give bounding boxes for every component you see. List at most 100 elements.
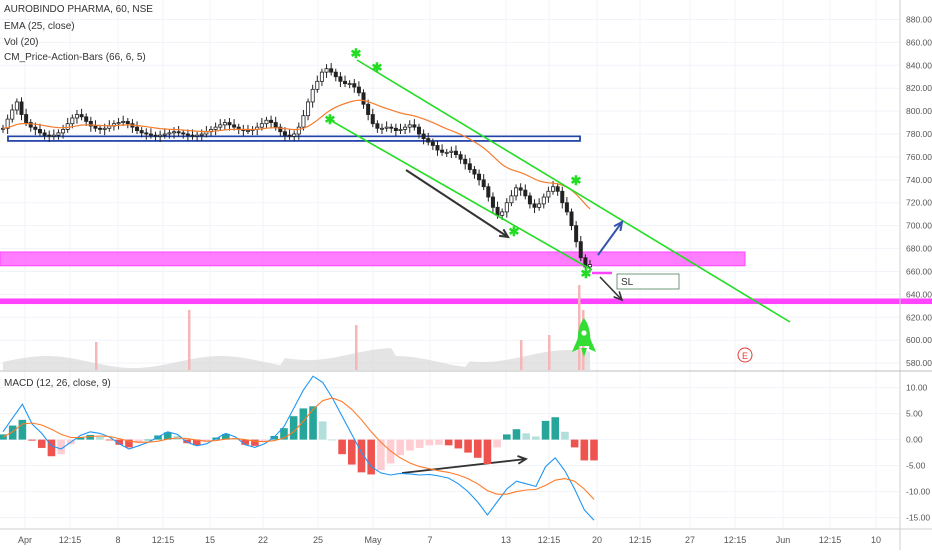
candle-body [139,130,144,134]
candle-body [47,134,52,137]
candle-body [98,127,103,130]
candle-body [574,225,579,243]
candle-body [333,71,338,78]
volume-spike-bar [95,342,98,370]
action-bar-star-marker: ✱ [372,60,383,75]
macd-histogram-bar [570,439,579,448]
macd-histogram-bar [57,439,65,455]
candle-body [56,132,61,136]
candle-body [278,126,283,133]
candle-body [93,125,98,129]
macd-histogram-bar [338,439,346,455]
candle-body [33,126,38,130]
candle-body [315,80,320,90]
time-tick-label: 12:15 [59,535,82,545]
earnings-marker-circle [737,347,753,363]
candle-body [310,88,315,103]
candle-body [343,80,348,85]
candle-body [144,132,149,135]
candle-body [435,145,440,151]
candle-body [190,134,195,137]
macd-histogram-bar [86,434,94,440]
zone-magenta-zone-670 [0,251,746,267]
candle-body [352,83,357,88]
candle-body [384,126,389,129]
price-tick-label: 680.00 [906,244,932,254]
macd-histogram-bar [125,439,133,448]
candle-body [509,195,514,204]
macd-tick-label: -10.00 [906,487,930,497]
macd-histogram-bar [444,439,453,446]
candle-body [569,211,574,227]
time-tick-label: 20 [592,535,602,545]
macd-histogram-bar [76,437,85,440]
macd-tick-label: 5.00 [906,409,923,419]
price-tick-label: 720.00 [906,198,932,208]
breakout-up-arrow-head [613,220,624,232]
ema-line [2,99,591,210]
volume-spike-bar [520,340,523,370]
macd-histogram-bar [260,439,269,442]
macd-line [2,375,595,521]
candle-body [287,134,292,137]
ema-legend: EMA (25, close) [4,21,75,32]
candle-body [504,202,509,213]
price-tick-label: 880.00 [906,14,932,24]
breakdown-arrow-head [613,291,624,302]
candle-body [467,163,472,170]
down-trend-arrow-head [498,228,510,239]
macd-divergence-arrow-head [517,455,529,465]
macd-histogram-bar [134,439,143,444]
rocket-icon [572,318,596,357]
stop-loss-label: SL [621,277,634,288]
candles [0,62,593,273]
macd-histogram-bar [522,433,530,440]
earnings-marker-label: E [742,351,748,361]
volume-spike-bar [355,325,358,370]
rocket-fin-right [589,338,596,352]
price-tick-label: 780.00 [906,129,932,139]
candle-body [162,133,167,136]
macd-histogram-bar [512,429,521,440]
macd-histogram-bar [47,439,56,457]
candle-body [185,133,190,136]
action-bar-star-marker: ✱ [581,266,592,281]
candle-body [51,134,56,137]
candle-body [421,133,426,139]
zone-magenta-line-635 [0,298,932,305]
time-tick-label: 10 [871,535,881,545]
macd-histogram-bar [493,439,501,448]
macd-histogram-bar [561,431,569,440]
action-bar-star-marker: ✱ [325,112,336,127]
volume-bars [3,285,590,370]
macd-histogram-bar [367,439,375,475]
macd-histogram-bar [396,439,405,456]
macd-histogram-bar [464,439,472,453]
price-tick-label: 840.00 [906,60,932,70]
macd-histogram-bar [251,439,259,446]
candle-body [296,126,301,135]
macd-tick-label: -5.00 [906,461,926,471]
price-tick-label: 760.00 [906,152,932,162]
channel-lower-line [329,119,593,271]
candle-body [541,196,546,205]
rocket-window [581,330,587,336]
candle-body [356,86,361,94]
candle-body [370,114,375,125]
symbol-title: AUROBINDO PHARMA, 60, NSE [4,4,153,15]
macd-histogram-bar [483,439,492,465]
down-trend-arrow [405,169,509,238]
candle-body [213,126,218,130]
candle-body [578,241,583,259]
candle-body [440,149,445,153]
macd-histogram-bar [309,406,317,440]
macd-tick-label: 10.00 [906,383,928,393]
candle-body [125,121,130,125]
candle-body [495,206,500,216]
candle-body [555,186,560,192]
stop-loss-box [616,273,680,290]
time-tick-label: 13 [501,535,511,545]
candle-body [269,119,274,123]
time-tick-label: 12:15 [152,535,175,545]
